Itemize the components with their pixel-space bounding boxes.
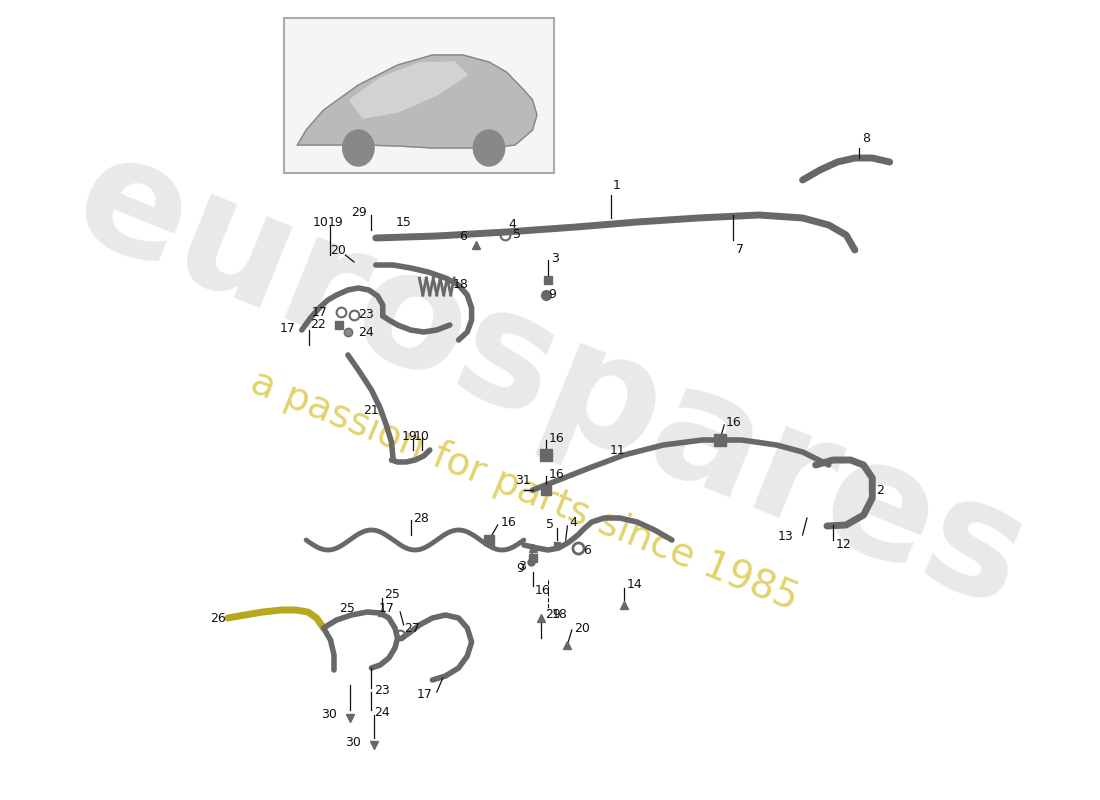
Text: 17: 17	[312, 306, 328, 318]
Text: 5: 5	[514, 229, 521, 242]
Text: 8: 8	[861, 132, 870, 145]
Text: 3: 3	[518, 559, 526, 573]
Text: 16: 16	[726, 415, 741, 429]
Text: 17: 17	[379, 602, 395, 614]
Text: 23: 23	[359, 309, 374, 322]
Text: 5: 5	[547, 518, 554, 530]
Text: 24: 24	[359, 326, 374, 338]
Text: 26: 26	[210, 611, 225, 625]
Text: 2: 2	[877, 483, 884, 497]
Text: 30: 30	[345, 735, 361, 749]
Circle shape	[343, 130, 374, 166]
Text: 27: 27	[404, 622, 419, 634]
Text: 28: 28	[414, 511, 429, 525]
Text: 3: 3	[551, 251, 559, 265]
Text: 20: 20	[330, 243, 346, 257]
Text: 12: 12	[836, 538, 851, 551]
Text: 18: 18	[452, 278, 469, 291]
Text: 21: 21	[363, 403, 378, 417]
Text: 17: 17	[417, 687, 432, 701]
Text: 15: 15	[396, 215, 411, 229]
Text: 10: 10	[314, 215, 329, 229]
Polygon shape	[350, 62, 468, 118]
Text: 30: 30	[321, 709, 337, 722]
Text: 25: 25	[339, 602, 355, 614]
Text: a passion for parts since 1985: a passion for parts since 1985	[244, 362, 803, 618]
Text: 29: 29	[544, 609, 561, 622]
Text: 6: 6	[460, 230, 467, 243]
Text: 19: 19	[328, 215, 343, 229]
Text: 1: 1	[613, 179, 620, 192]
Text: 13: 13	[778, 530, 794, 543]
Text: 11: 11	[609, 443, 625, 457]
Text: 18: 18	[552, 609, 568, 622]
Text: 22: 22	[310, 318, 327, 331]
Text: 29: 29	[351, 206, 367, 219]
Text: 7: 7	[736, 243, 744, 256]
Text: 20: 20	[574, 622, 591, 634]
Text: 9: 9	[516, 562, 524, 574]
Circle shape	[473, 130, 505, 166]
Text: 16: 16	[535, 583, 550, 597]
Text: 9: 9	[548, 289, 557, 302]
Text: 16: 16	[548, 467, 564, 481]
Text: 10: 10	[414, 430, 429, 442]
Text: 23: 23	[374, 683, 389, 697]
Text: 4: 4	[569, 517, 578, 530]
Text: 14: 14	[627, 578, 642, 591]
Text: 16: 16	[548, 431, 564, 445]
Text: 19: 19	[402, 430, 418, 442]
Text: 31: 31	[515, 474, 531, 486]
Text: 16: 16	[500, 515, 516, 529]
Text: 4: 4	[508, 218, 516, 231]
Text: 6: 6	[583, 543, 591, 557]
Polygon shape	[297, 55, 537, 148]
Bar	[284, 18, 554, 173]
Text: 24: 24	[374, 706, 389, 718]
Text: eurospares: eurospares	[53, 119, 1047, 641]
Text: 25: 25	[385, 589, 400, 602]
Text: 17: 17	[279, 322, 296, 334]
